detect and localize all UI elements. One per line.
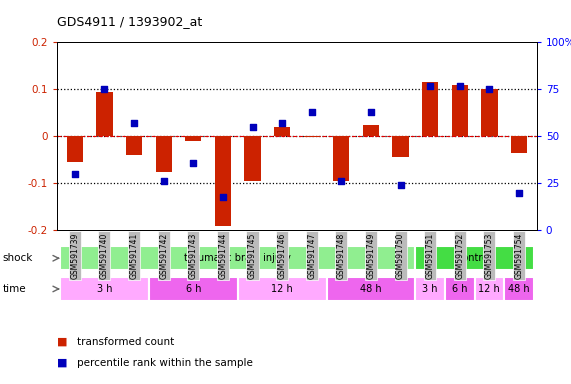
Text: 12 h: 12 h	[271, 284, 293, 294]
Bar	[392, 136, 409, 157]
Text: GSM591745: GSM591745	[248, 232, 257, 279]
Point	[455, 83, 464, 89]
Point	[130, 120, 139, 126]
Point	[307, 109, 316, 115]
Text: 48 h: 48 h	[508, 284, 530, 294]
Bar	[327, 277, 415, 301]
Point	[367, 109, 376, 115]
Text: 48 h: 48 h	[360, 284, 382, 294]
Text: 6 h: 6 h	[452, 284, 468, 294]
Point	[514, 190, 524, 196]
Bar	[126, 136, 142, 155]
Text: GSM591752: GSM591752	[455, 232, 464, 278]
Bar	[155, 136, 172, 172]
Text: 12 h: 12 h	[478, 284, 500, 294]
Point	[70, 171, 79, 177]
Text: ■: ■	[57, 337, 67, 347]
Point	[189, 160, 198, 166]
Bar	[481, 89, 497, 136]
Point	[278, 120, 287, 126]
Bar	[475, 277, 504, 301]
Text: GSM591742: GSM591742	[159, 232, 168, 278]
Text: 3 h: 3 h	[96, 284, 112, 294]
Bar	[185, 136, 202, 141]
Text: GSM591743: GSM591743	[189, 232, 198, 279]
Text: GSM591753: GSM591753	[485, 232, 494, 279]
Text: ■: ■	[57, 358, 67, 368]
Text: transformed count: transformed count	[77, 337, 174, 347]
Text: traumatic brain injury: traumatic brain injury	[184, 253, 291, 263]
Bar	[215, 136, 231, 226]
Bar	[511, 136, 527, 153]
Bar	[452, 84, 468, 136]
Text: GSM591746: GSM591746	[278, 232, 287, 279]
Bar	[363, 124, 379, 136]
Bar	[445, 277, 475, 301]
Point	[337, 179, 346, 185]
Bar	[244, 136, 260, 181]
Text: GDS4911 / 1393902_at: GDS4911 / 1393902_at	[57, 15, 202, 28]
Bar	[504, 277, 534, 301]
Text: GSM591741: GSM591741	[130, 232, 139, 278]
Bar	[304, 136, 320, 137]
Bar	[149, 277, 238, 301]
Point	[159, 179, 168, 185]
Bar	[60, 277, 149, 301]
Text: percentile rank within the sample: percentile rank within the sample	[77, 358, 253, 368]
Text: control: control	[458, 253, 492, 263]
Text: shock: shock	[3, 253, 33, 263]
Bar	[415, 246, 534, 270]
Text: GSM591754: GSM591754	[514, 232, 524, 279]
Point	[396, 182, 405, 188]
Point	[218, 194, 227, 200]
Bar	[274, 127, 290, 136]
Bar	[96, 92, 112, 136]
Text: GSM591744: GSM591744	[218, 232, 227, 279]
Point	[485, 86, 494, 92]
Bar	[67, 136, 83, 162]
Text: GSM591747: GSM591747	[307, 232, 316, 279]
Point	[248, 124, 257, 130]
Bar	[415, 277, 445, 301]
Text: GSM591740: GSM591740	[100, 232, 109, 279]
Text: GSM591748: GSM591748	[337, 232, 346, 278]
Bar	[60, 246, 415, 270]
Point	[425, 83, 435, 89]
Point	[100, 86, 109, 92]
Bar	[422, 82, 439, 136]
Text: GSM591751: GSM591751	[425, 232, 435, 278]
Text: GSM591739: GSM591739	[70, 232, 79, 279]
Text: GSM591750: GSM591750	[396, 232, 405, 279]
Text: time: time	[3, 284, 26, 294]
Text: 6 h: 6 h	[186, 284, 201, 294]
Text: 3 h: 3 h	[423, 284, 438, 294]
Bar	[238, 277, 327, 301]
Text: GSM591749: GSM591749	[367, 232, 376, 279]
Bar	[333, 136, 349, 181]
